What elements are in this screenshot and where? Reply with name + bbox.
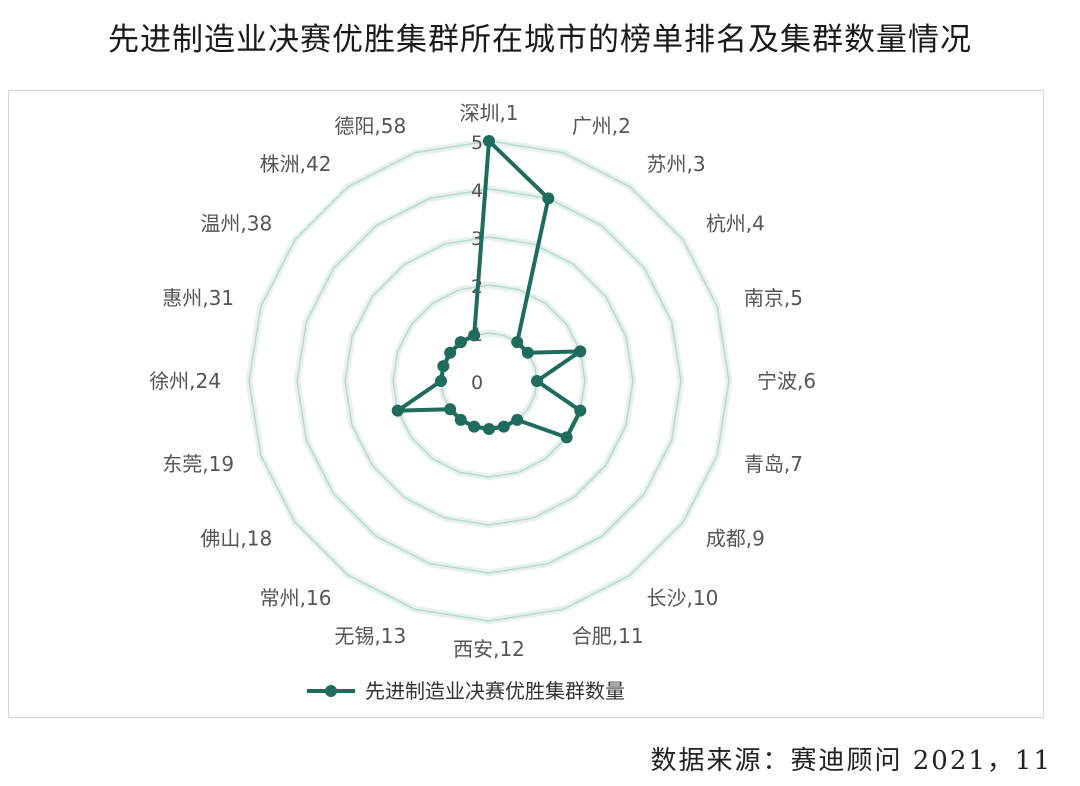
grid-ring — [344, 236, 634, 526]
legend-label: 先进制造业决赛优胜集群数量 — [365, 679, 625, 703]
category-label: 徐州,24 — [149, 369, 221, 393]
data-point — [511, 413, 524, 426]
category-label: 常州,16 — [260, 586, 332, 610]
category-label: 苏州,3 — [647, 152, 706, 176]
data-point — [560, 431, 573, 444]
category-label: 宁波,6 — [757, 369, 816, 393]
data-point — [454, 413, 467, 426]
category-label: 无锡,13 — [334, 624, 406, 648]
radial-tick-label: 5 — [471, 132, 483, 154]
data-point — [574, 404, 587, 417]
data-point — [435, 375, 447, 387]
category-label: 温州,38 — [200, 211, 272, 235]
radial-tick-label: 4 — [471, 180, 483, 202]
grid-ring — [392, 284, 586, 478]
data-point — [483, 423, 495, 435]
category-label: 惠州,31 — [162, 286, 234, 310]
data-point — [437, 360, 450, 373]
category-label: 广州,2 — [572, 114, 631, 138]
data-point — [468, 420, 481, 433]
category-label: 东莞,19 — [162, 452, 234, 476]
radar-chart: 012345深圳,1广州,2苏州,3杭州,4南京,5宁波,6青岛,7成都,9长沙… — [149, 101, 816, 703]
chart-frame: 012345深圳,1广州,2苏州,3杭州,4南京,5宁波,6青岛,7成都,9长沙… — [8, 90, 1044, 718]
category-label: 杭州,4 — [706, 211, 765, 235]
data-point — [468, 329, 481, 342]
category-label: 南京,5 — [744, 286, 803, 310]
data-point — [444, 403, 457, 416]
legend-marker — [325, 685, 337, 697]
category-label: 佛山,18 — [200, 527, 272, 551]
category-label: 合肥,11 — [572, 624, 644, 648]
data-point — [497, 420, 510, 433]
data-point — [511, 336, 524, 349]
category-label: 长沙,10 — [647, 586, 719, 610]
radial-tick-label: 0 — [471, 372, 483, 394]
data-point — [531, 375, 543, 387]
category-label: 德阳,58 — [334, 114, 406, 138]
data-point — [521, 346, 534, 359]
data-source-note: 数据来源：赛迪顾问 2021，11 — [650, 746, 1052, 776]
data-point — [391, 404, 404, 417]
category-label: 株洲,42 — [260, 152, 332, 176]
data-point — [454, 336, 467, 349]
grid-ring — [248, 140, 730, 622]
data-point — [483, 135, 495, 147]
grid-ring — [296, 188, 682, 574]
page-title: 先进制造业决赛优胜集群所在城市的榜单排名及集群数量情况 — [108, 22, 972, 58]
category-label: 青岛,7 — [744, 452, 803, 476]
data-point — [444, 346, 457, 359]
category-label: 深圳,1 — [459, 101, 518, 125]
data-point — [542, 192, 555, 205]
category-label: 西安,12 — [453, 637, 525, 661]
data-point — [574, 345, 587, 358]
category-label: 成都,9 — [706, 527, 765, 551]
